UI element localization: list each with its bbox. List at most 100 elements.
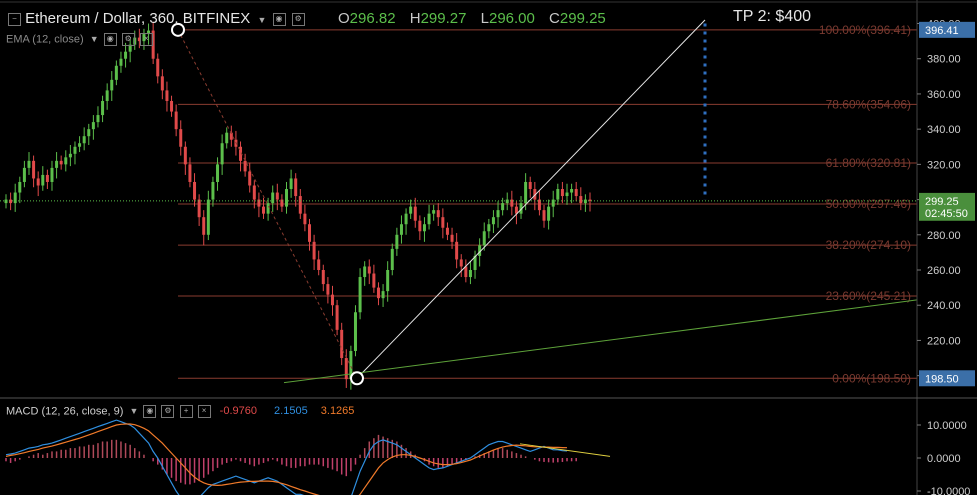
- settings-icon[interactable]: ⚙: [161, 405, 175, 418]
- candle-body: [64, 157, 68, 165]
- close-value: 299.25: [559, 10, 606, 27]
- chevron-down-icon[interactable]: ▼: [257, 15, 267, 25]
- macd-panel: [5, 419, 611, 495]
- macd-trend-line: [519, 443, 611, 457]
- candle-body: [395, 234, 399, 249]
- candle-body: [344, 358, 348, 380]
- candle-body: [22, 167, 26, 182]
- candle-body: [376, 287, 380, 299]
- candle-body: [110, 79, 114, 91]
- candle-body: [386, 270, 390, 292]
- candle-body: [363, 266, 367, 278]
- candle-body: [174, 111, 178, 130]
- candle-body: [312, 241, 316, 260]
- macd-tick-label: 0.0000: [927, 453, 961, 465]
- candle-body: [73, 146, 77, 154]
- candle-body: [271, 192, 275, 204]
- take-profit-label[interactable]: TP 2: $400: [733, 8, 811, 25]
- candle-body: [206, 199, 210, 235]
- macd-indicator-label[interactable]: MACD (12, 26, close, 9) ▼ ◉ ⚙ + × -0.976…: [6, 405, 354, 418]
- candle-body: [418, 220, 422, 232]
- eye-icon[interactable]: ◉: [143, 405, 157, 418]
- candle-body: [45, 174, 49, 182]
- close-icon[interactable]: ×: [197, 405, 211, 418]
- fib-level-label: 38.20%(274.10): [826, 238, 911, 252]
- support-trend-line: [283, 299, 918, 384]
- candle-body: [101, 100, 105, 116]
- collapse-icon[interactable]: −: [8, 12, 21, 26]
- y-tick-label: 220.00: [927, 335, 961, 347]
- candle-body: [519, 203, 523, 214]
- candle-body: [353, 312, 357, 351]
- candle-body: [551, 199, 555, 207]
- candle-body: [27, 160, 31, 168]
- candle-body: [156, 58, 160, 77]
- candle-body: [468, 270, 472, 278]
- candle-body: [450, 234, 454, 242]
- candle-body: [542, 210, 546, 221]
- chevron-down-icon[interactable]: ▼: [89, 34, 99, 45]
- candle-body: [147, 30, 151, 35]
- candle-body: [119, 58, 123, 66]
- macd-tick-label: -10.0000: [927, 486, 970, 495]
- candle-body: [501, 203, 505, 211]
- fib-level-label: 100.00%(396.41): [819, 23, 911, 37]
- settings-icon[interactable]: ⚙: [291, 12, 305, 26]
- candle-body: [533, 189, 537, 200]
- eye-icon[interactable]: ◉: [272, 12, 286, 26]
- candle-body: [170, 100, 174, 112]
- low-label: L: [480, 10, 489, 27]
- candle-body: [78, 143, 82, 147]
- candle-body: [262, 206, 266, 214]
- candle-body: [257, 199, 261, 207]
- close-icon[interactable]: ×: [139, 33, 153, 46]
- candle-body: [36, 178, 40, 186]
- candle-body: [478, 245, 482, 256]
- fib-level-label: 23.60%(245.21): [826, 289, 911, 303]
- candle-body: [537, 199, 541, 211]
- candle-body: [409, 206, 413, 214]
- candle-body: [455, 241, 459, 260]
- y-tick-label: 260.00: [927, 265, 961, 277]
- y-tick-label: 320.00: [927, 159, 961, 171]
- candle-body: [335, 305, 339, 330]
- chevron-down-icon[interactable]: ▼: [129, 406, 139, 417]
- candle-body: [202, 217, 206, 235]
- candle-body: [524, 181, 528, 204]
- drawing-tools[interactable]: [0, 19, 918, 386]
- candle-body: [114, 65, 118, 80]
- candle-body: [220, 143, 224, 165]
- macd-signal-value: 3.1265: [320, 405, 355, 418]
- fibonacci-retracement[interactable]: 100.00%(396.41) 78.60%(354.06) 61.80%(320.…: [178, 23, 917, 385]
- ohlc-readout: O296.82 H299.27 L296.00 C299.25: [338, 10, 616, 27]
- candle-body: [179, 129, 183, 147]
- ema-indicator-label[interactable]: EMA (12, close) ▼ ◉ ⚙ ×: [6, 33, 153, 46]
- candle-body: [459, 259, 463, 267]
- add-icon[interactable]: +: [179, 405, 193, 418]
- candle-body: [9, 199, 13, 204]
- candle-body: [41, 174, 45, 186]
- candle-body: [487, 224, 491, 232]
- candle-body: [266, 203, 270, 214]
- eye-icon[interactable]: ◉: [103, 33, 117, 46]
- y-tick-label: 360.00: [927, 89, 961, 101]
- candle-body: [432, 210, 436, 214]
- candle-body: [326, 284, 330, 295]
- fib-level-label: 61.80%(320.81): [826, 156, 911, 170]
- candle-body: [298, 196, 302, 214]
- candle-body: [404, 213, 408, 225]
- candle-body: [55, 160, 59, 168]
- candle-body: [399, 224, 403, 235]
- symbol-title[interactable]: − Ethereum / Dollar, 360, BITFINEX ▼ ◉ ⚙: [6, 10, 305, 27]
- candle-body: [436, 210, 440, 218]
- candle-body: [390, 248, 394, 270]
- low-value: 296.00: [488, 10, 535, 27]
- candle-body: [307, 224, 311, 242]
- candle-body: [239, 146, 243, 161]
- settings-icon[interactable]: ⚙: [121, 33, 135, 46]
- macd-line: [5, 419, 568, 495]
- candle-body: [579, 196, 583, 204]
- candle-body: [32, 160, 36, 179]
